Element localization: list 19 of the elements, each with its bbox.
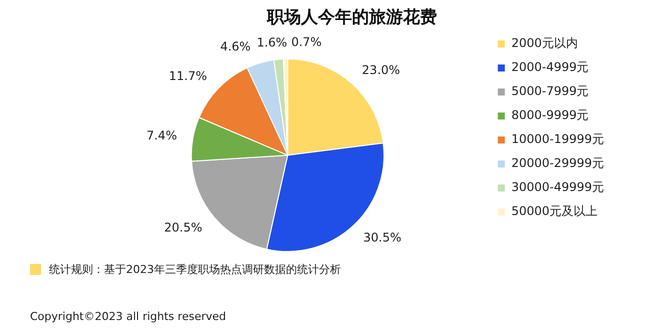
data-label: 20.5% bbox=[164, 220, 202, 234]
legend-label: 2000-4999元 bbox=[511, 60, 589, 74]
chart-title: 职场人今年的旅游花费 bbox=[266, 8, 437, 28]
text: Copyright©2023 all rights reserved bbox=[30, 310, 226, 323]
legend-label: 50000元及以上 bbox=[511, 204, 598, 218]
legend-label: 2000元以内 bbox=[511, 36, 578, 50]
text: 统计规则：基于2023年三季度职场热点调研数据的统计分析 bbox=[49, 262, 341, 277]
data-label: 11.7% bbox=[168, 69, 208, 84]
data-label: 23.0% bbox=[362, 63, 400, 78]
legend-label: 10000-19999元 bbox=[511, 132, 604, 146]
data-label: 4.6% bbox=[220, 40, 251, 54]
legend-label: 30000-49999元 bbox=[511, 180, 604, 194]
data-label: 7.4% bbox=[146, 128, 177, 142]
data-label: 30.5% bbox=[363, 230, 402, 244]
data-label: 0.7% bbox=[291, 35, 322, 50]
legend-label: 20000-29999元 bbox=[511, 156, 604, 170]
legend-label: 5000-7999元 bbox=[511, 84, 589, 98]
legend-label: 8000-9999元 bbox=[511, 108, 589, 122]
data-label: 1.6% bbox=[256, 36, 288, 50]
